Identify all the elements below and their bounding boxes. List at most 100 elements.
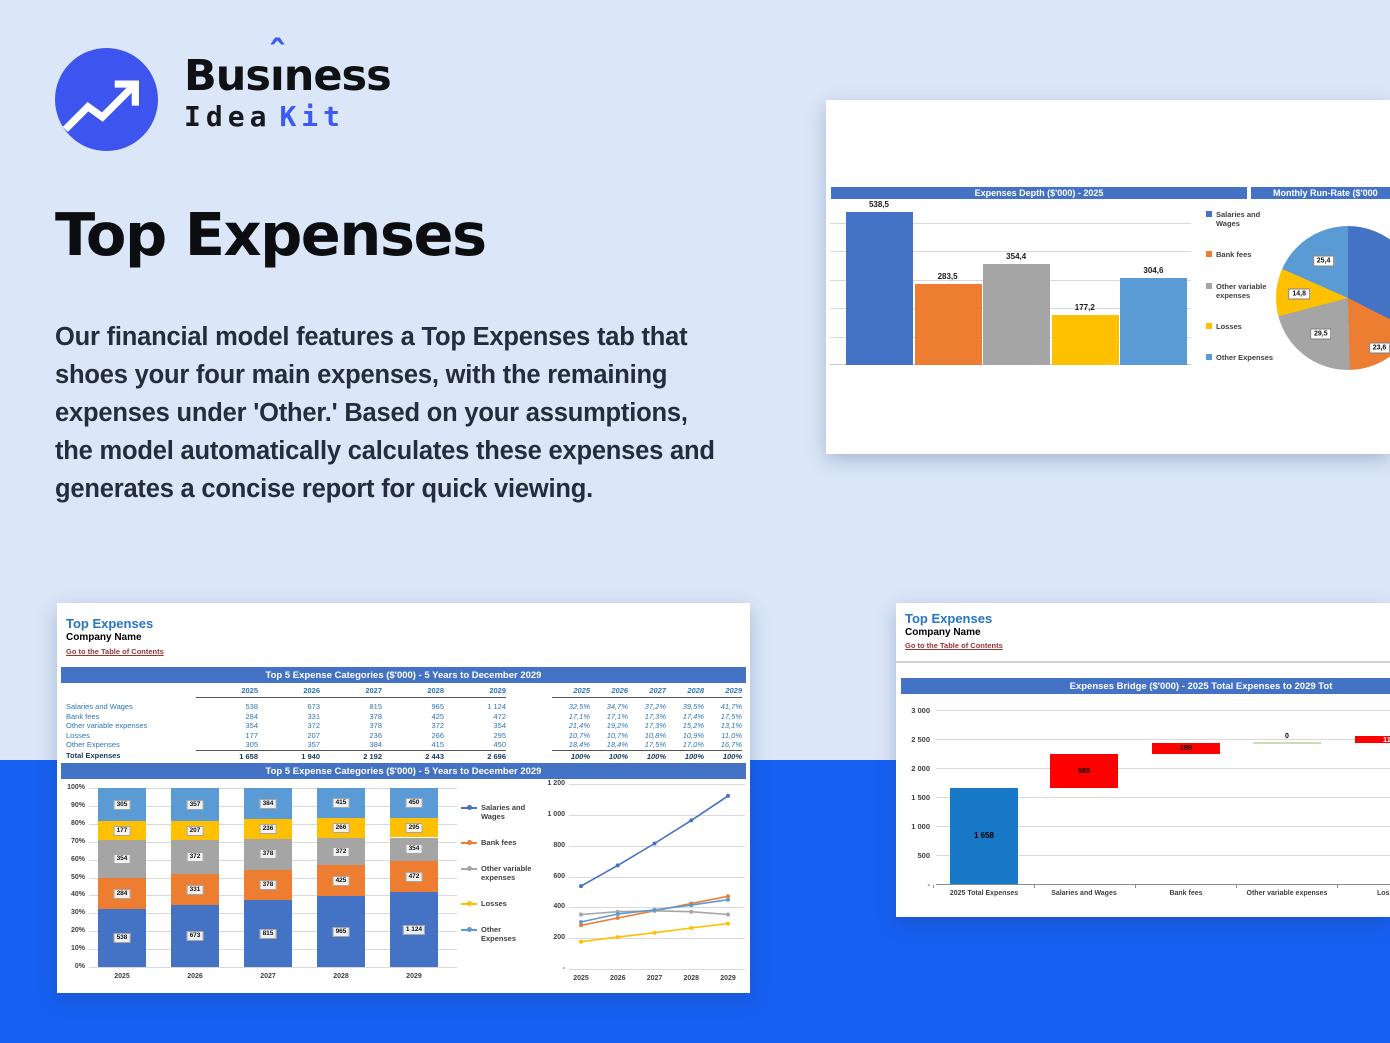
y-axis-tick-label: 600 [553,872,565,880]
gridline [89,967,457,968]
y-axis-tick-label: 100% [67,784,85,791]
bar-value-label: 283,5 [937,272,958,282]
row-label: Total Expenses [66,750,121,760]
row-label: Bank fees [66,711,100,721]
table-of-contents-link[interactable]: Go to the Table of Contents [66,647,164,656]
logo-trend-arrow-icon [55,48,158,151]
data-point [689,926,694,930]
y-axis-tick-label: 2 000 [911,764,930,773]
legend-item: Losses [1206,322,1316,331]
waterfall-increase-bar [1152,742,1220,754]
percent-cell: 10,7% [568,730,590,740]
value-cell: 266 [431,730,444,740]
percent-cell: 16,7% [720,740,742,750]
gridline [936,768,1390,769]
legend-dot [467,866,472,871]
legend-item: Other variable expenses [461,864,535,882]
gridline [936,739,1390,740]
percent-cell: 15,2% [682,721,704,731]
y-axis-tick-label: 30% [70,909,85,917]
percent-cell: 21,4% [568,721,590,731]
value-cell: 177 [245,730,258,740]
row-label: Other Expenses [66,740,120,750]
year-header-cell: 2028 [382,685,444,698]
table-of-contents-link[interactable]: Go to the Table of Contents [905,641,1003,650]
percent-cell: 100% [552,749,590,762]
value-cell: 1 940 [258,749,320,762]
row-label: Other variable expenses [66,721,148,731]
percent-cell: 39,5% [682,702,704,711]
data-point [579,939,583,944]
legend-square-marker-icon [1206,251,1212,258]
data-point [726,897,730,902]
waterfall-total-bar [950,787,1018,884]
pie-slice-label: 25,4 [1312,255,1335,267]
legend-line-marker-icon [461,925,477,934]
sheet-company-name: Company Name [66,632,142,643]
line-series [580,795,729,887]
segment-value-label: 378 [259,880,277,890]
x-axis-line [936,884,1390,885]
legend-item: Salaries and Wages [1206,210,1316,228]
data-point [652,907,657,912]
value-cell: 415 [431,740,444,750]
bar-value-label: 118 [1382,734,1390,744]
bar-value-label: 538,5 [868,199,890,209]
percent-cell: 17,1% [606,711,628,721]
legend-label: Salaries and Wages [1216,210,1261,228]
legend-item: Salaries and Wages [461,803,535,821]
table-row: Other Expenses 305 357 384 415 450 18,4% 18,4% 1… [66,740,742,750]
sheet-title: Top Expenses [66,616,154,631]
legend-item: Other Expenses [461,925,535,943]
segment-value-label: 372 [186,852,204,863]
table-row: Losses 177 207 236 266 295 10,7% 10,7% 10,8% 10,9… [66,731,742,741]
bar [914,284,982,365]
data-point [579,920,583,924]
year-header-cell: 2027 [320,685,382,698]
bar-chart-expenses-depth: 538,5 283,5 354,4 177,2 304,6 [830,200,1191,365]
gridline [569,815,745,816]
table-total-row: Total Expenses 1 658 1 940 2 192 2 443 2 696 1… [66,749,742,762]
value-cell: 538 [245,702,258,711]
value-cell: 354 [493,721,506,731]
table-gap [506,750,552,762]
y-axis-tick-label: 0% [74,963,85,970]
year-header-cell: 2026 [590,685,628,698]
percent-cell: 13,1% [720,721,742,731]
percent-cell: 32,5% [568,702,590,711]
legend-line-marker-icon [461,899,477,908]
percent-cell: 11,0% [721,730,742,740]
segment-value-label: 378 [259,849,277,860]
segment-value-label: 815 [259,928,277,939]
gridline [569,784,745,786]
bar-value-label: 177,2 [1074,302,1095,312]
segment-value-label: 354 [405,844,423,855]
year-header-cell: 2029 [444,685,506,698]
bar-value-label: 304,6 [1143,266,1164,276]
waterfall-increase-bar [1050,753,1118,788]
legend-line-marker-icon [461,838,477,847]
table-gap [506,685,552,698]
gridline [830,251,1191,252]
gridline [936,797,1390,798]
x-axis-tick-label: 2028 [683,975,700,982]
table-gap [506,731,552,741]
x-axis-tick-label: 2025 [573,975,589,982]
value-cell: 305 [245,740,258,750]
value-cell: 2 443 [382,749,444,762]
percent-cell: 100% [590,749,628,762]
y-axis-tick-label: 70% [70,837,85,845]
segment-value-label: 284 [113,888,131,899]
line-chart: 1 200 1 000 800 600 400 200 - 2025 2026 2027 2028 2… [537,779,749,989]
axis-tick [1135,885,1136,888]
legend-label: Losses [481,899,507,908]
divider [896,661,1390,663]
y-axis-tick-label: 20% [70,927,85,935]
legend-line-marker-icon [461,864,477,873]
legend-square-marker-icon [1206,211,1212,217]
logo-wordmark: Bus ˆ ıness Idea Kit [184,33,392,133]
value-cell: 2 696 [444,749,506,762]
segment-value-label: 538 [113,933,131,943]
y-axis-tick-label: 60% [70,855,85,863]
